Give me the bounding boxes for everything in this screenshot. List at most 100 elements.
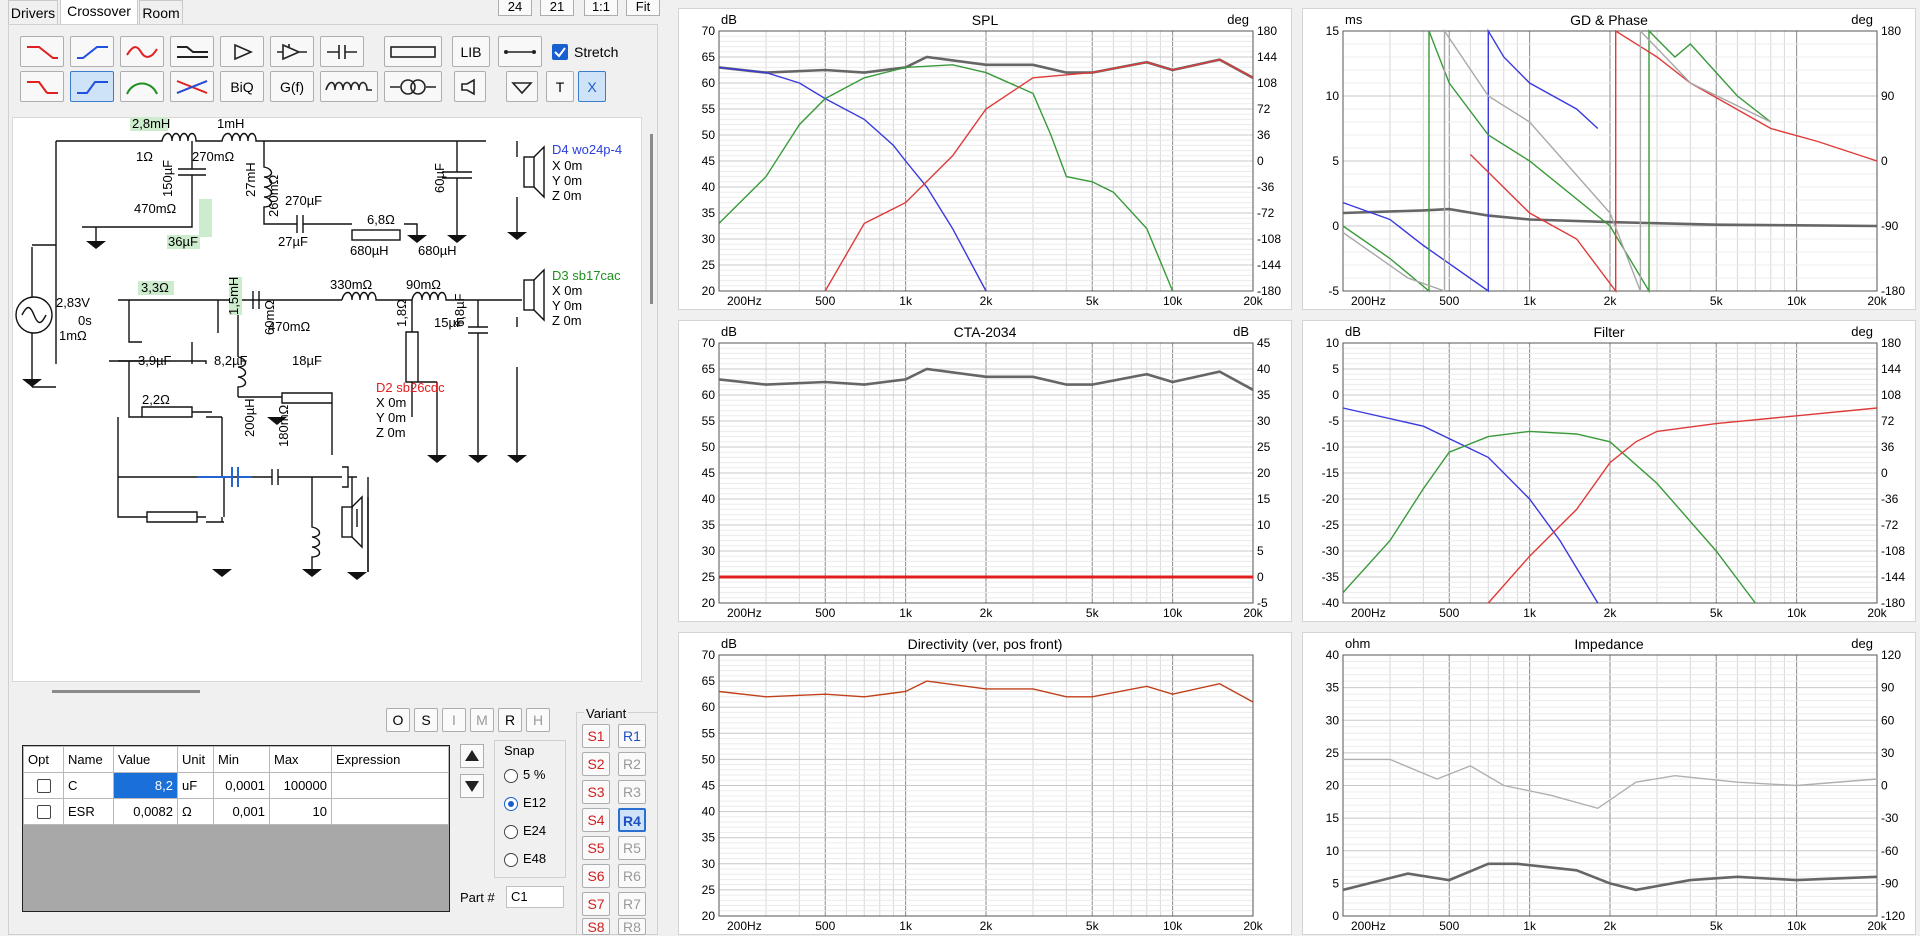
variant-s4[interactable]: S4 [582, 808, 610, 832]
param-expression[interactable] [331, 798, 449, 825]
variant-r2[interactable]: R2 [618, 752, 646, 776]
tab-crossover[interactable]: Crossover [60, 0, 138, 24]
cta2034-chart[interactable]: 70 45 65 40 60 35 55 30 50 25 45 20 40 15 35 10 30 5 25 0 20… [678, 320, 1292, 622]
param-max[interactable]: 10 [269, 798, 332, 825]
schematic-scrollbar-h[interactable] [52, 690, 200, 693]
schem-label[interactable]: 36µF [168, 234, 198, 249]
variant-r7[interactable]: R7 [618, 892, 646, 916]
schem-label[interactable]: 90mΩ [406, 277, 441, 292]
delete-button[interactable]: X [578, 71, 606, 102]
schem-label[interactable]: 1,5mH [226, 277, 241, 315]
ground-button[interactable] [506, 71, 538, 102]
schem-label[interactable]: 470mΩ [268, 319, 311, 334]
variant-r8[interactable]: R8 [618, 918, 646, 935]
tab-room[interactable]: Room [139, 0, 183, 24]
schematic-scrollbar-v[interactable] [650, 134, 653, 304]
variant-r4[interactable]: R4 [618, 808, 646, 832]
move-up-button[interactable] [460, 744, 484, 768]
schem-label[interactable]: 0s [78, 313, 92, 328]
variant-s1[interactable]: S1 [582, 724, 610, 748]
prop-m-button[interactable]: M [470, 708, 494, 732]
highpass-filter-button[interactable] [70, 71, 114, 102]
variant-s7[interactable]: S7 [582, 892, 610, 916]
variant-s3[interactable]: S3 [582, 780, 610, 804]
prop-r-button[interactable]: R [498, 708, 522, 732]
move-down-button[interactable] [460, 774, 484, 798]
schem-label[interactable]: 180mΩ [276, 404, 291, 447]
param-expression[interactable] [331, 772, 449, 799]
schem-label[interactable]: 680µH [418, 243, 457, 258]
library-button[interactable]: LIB [452, 36, 490, 67]
schem-label[interactable]: 60µF [432, 163, 447, 193]
schem-label[interactable]: 3,9µF [138, 353, 172, 368]
biquad-button[interactable]: BiQ [220, 71, 264, 102]
wire-button[interactable] [498, 36, 542, 67]
bandpass-button[interactable] [120, 36, 164, 67]
param-min[interactable]: 0,001 [213, 798, 270, 825]
variant-r6[interactable]: R6 [618, 864, 646, 888]
resistor-button[interactable] [384, 36, 442, 67]
prop-h-button[interactable]: H [526, 708, 550, 732]
shelf-button[interactable] [170, 36, 214, 67]
variant-s5[interactable]: S5 [582, 836, 610, 860]
capacitor-button[interactable] [320, 36, 364, 67]
param-value-input[interactable]: 8,2 [113, 772, 178, 799]
schem-label[interactable]: 6,8µF [452, 293, 467, 327]
snap-e48[interactable]: E48 [504, 851, 546, 867]
schem-label[interactable]: 2,83V [56, 295, 90, 310]
schem-label[interactable]: 8,2µF [214, 353, 248, 368]
schem-label[interactable]: 27µF [278, 234, 308, 249]
schem-label[interactable]: 330mΩ [330, 277, 373, 292]
schem-label[interactable]: 3,3Ω [141, 280, 169, 295]
schem-label[interactable]: 680µH [350, 243, 389, 258]
snap-e12[interactable]: E12 [504, 795, 546, 811]
zoom-b-button[interactable]: 21 [540, 0, 574, 16]
schem-label[interactable]: 200µH [242, 398, 257, 437]
param-max[interactable]: 100000 [269, 772, 332, 799]
filter-chart[interactable]: 10 180 5 144 0 108 -5 72 -10 36 -15 0 -20 -36 -25 -72 -3… [1302, 320, 1916, 622]
transformer-button[interactable] [384, 71, 442, 102]
inductor-button[interactable] [320, 71, 378, 102]
schem-label[interactable]: 2,8mH [132, 117, 170, 131]
highpass-button[interactable] [70, 36, 114, 67]
part-input[interactable]: C1 [506, 886, 564, 908]
schem-label[interactable]: 270mΩ [192, 149, 235, 164]
variant-s6[interactable]: S6 [582, 864, 610, 888]
variant-s2[interactable]: S2 [582, 752, 610, 776]
schem-label[interactable]: 1,8Ω [394, 299, 409, 327]
schem-label[interactable]: 470mΩ [134, 201, 177, 216]
variant-r5[interactable]: R5 [618, 836, 646, 860]
prop-i-button[interactable]: I [442, 708, 466, 732]
schem-label[interactable]: 18µF [292, 353, 322, 368]
notch-button[interactable] [170, 71, 214, 102]
bandpass-filter-button[interactable] [120, 71, 164, 102]
schem-label[interactable]: 1Ω [136, 149, 153, 164]
amplifier-button[interactable] [220, 36, 264, 67]
directivity-chart[interactable]: 70 65 60 55 50 45 40 35 30 25 20 200Hz 500 1k 2k 5k 10k 2… [678, 632, 1292, 935]
spl-chart[interactable]: 70 180 65 144 60 108 55 72 50 36 45 0 40 -36 35 -72 30 -1… [678, 8, 1292, 310]
tab-drivers[interactable]: Drivers [8, 0, 58, 24]
schem-label[interactable]: 260mΩ [266, 174, 281, 217]
zoom-a-button[interactable]: 24 [498, 0, 532, 16]
schem-label[interactable]: 15µF [434, 315, 464, 330]
variant-r3[interactable]: R3 [618, 780, 646, 804]
zoom-fit-button[interactable]: Fit [626, 0, 660, 16]
prop-s-button[interactable]: S [414, 708, 438, 732]
param-value-input[interactable]: 0,0082 [113, 798, 178, 825]
impedance-chart[interactable]: 40 120 35 90 30 60 25 30 20 0 15 -30 10 -60 5 -90 0 -120 2… [1302, 632, 1916, 935]
zoom-1to1-button[interactable]: 1:1 [584, 0, 618, 16]
param-min[interactable]: 0,0001 [213, 772, 270, 799]
schem-label[interactable]: 60mΩ [262, 300, 277, 335]
schem-label[interactable]: 27mH [243, 162, 258, 197]
snap-5pct[interactable]: 5 % [504, 767, 545, 783]
text-button[interactable]: T [546, 71, 574, 102]
snap-e24[interactable]: E24 [504, 823, 546, 839]
stretch-checkbox[interactable] [552, 44, 568, 60]
schem-label[interactable]: 2,2Ω [142, 392, 170, 407]
schem-label[interactable]: 150µF [160, 160, 175, 197]
opt-checkbox[interactable] [36, 779, 51, 794]
schem-label[interactable]: 6,8Ω [367, 212, 395, 227]
lowpass-button[interactable] [20, 36, 64, 67]
opt-checkbox[interactable] [36, 805, 51, 820]
transfer-function-button[interactable]: G(f) [270, 71, 314, 102]
